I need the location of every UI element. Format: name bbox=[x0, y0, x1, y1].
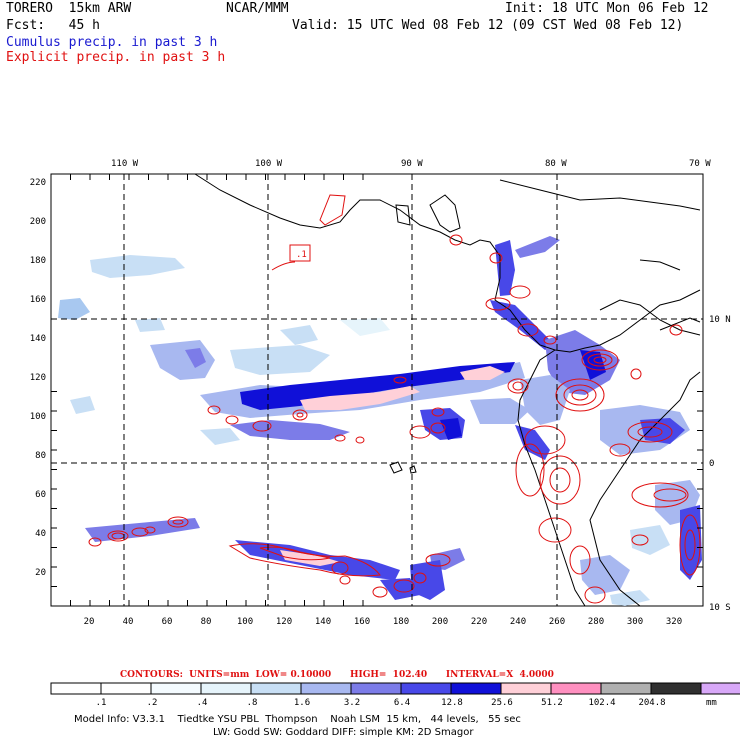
x-tick-label: 40 bbox=[123, 617, 134, 627]
valid-time: Valid: 15 UTC Wed 08 Feb 12 (09 CST Wed … bbox=[292, 18, 684, 33]
y-tick-label: 40 bbox=[35, 529, 46, 539]
y-tick-label: 60 bbox=[35, 490, 46, 500]
explicit-legend: Explicit precip. in past 3 h bbox=[6, 50, 226, 65]
longitude-labels: 110 W 100 W 90 W 80 W 70 W bbox=[111, 159, 711, 169]
legend-level: 6.4 bbox=[394, 698, 410, 708]
axis-ticks bbox=[50, 174, 703, 607]
y-tick-label: 80 bbox=[35, 451, 46, 461]
legend-swatch bbox=[50, 682, 102, 695]
contour-annotation: .1 bbox=[296, 250, 307, 260]
x-tick-label: 320 bbox=[666, 617, 682, 627]
cumulus-legend: Cumulus precip. in past 3 h bbox=[6, 35, 218, 50]
legend-swatch bbox=[450, 682, 502, 695]
legend-swatch bbox=[500, 682, 552, 695]
x-tick-label: 120 bbox=[276, 617, 292, 627]
lon-label: 90 W bbox=[401, 159, 423, 169]
y-tick-label: 120 bbox=[30, 373, 46, 383]
y-tick-label: 160 bbox=[30, 295, 46, 305]
legend-swatch bbox=[250, 682, 302, 695]
legend-level: 25.6 bbox=[491, 698, 513, 708]
legend-swatch bbox=[550, 682, 602, 695]
legend-level: 51.2 bbox=[541, 698, 563, 708]
x-tick-label: 180 bbox=[393, 617, 409, 627]
lon-label: 100 W bbox=[255, 159, 283, 169]
x-tick-label: 280 bbox=[588, 617, 604, 627]
legend-swatch bbox=[350, 682, 402, 695]
forecast-hour: Fcst: 45 h bbox=[6, 18, 100, 33]
y-tick-label: 140 bbox=[30, 334, 46, 344]
x-tick-label: 80 bbox=[201, 617, 212, 627]
model-title: TORERO 15km ARW bbox=[6, 1, 132, 16]
legend-swatch bbox=[150, 682, 202, 695]
x-tick-labels: 20 40 60 80 100 120 140 160 180 200 220 … bbox=[84, 617, 683, 627]
x-tick-label: 160 bbox=[354, 617, 370, 627]
legend-level: 102.4 bbox=[588, 698, 615, 708]
lat-label: 10 N bbox=[709, 315, 731, 325]
init-time: Init: 18 UTC Mon 06 Feb 12 bbox=[505, 1, 709, 16]
lat-label: 10 S bbox=[709, 603, 731, 613]
x-tick-label: 240 bbox=[510, 617, 526, 627]
legend-swatch bbox=[100, 682, 152, 695]
lon-label: 70 W bbox=[689, 159, 711, 169]
legend-level: .1 bbox=[96, 698, 107, 708]
legend-swatch bbox=[700, 682, 740, 695]
latitude-labels: 10 N 0 10 S bbox=[709, 315, 731, 613]
x-tick-label: 260 bbox=[549, 617, 565, 627]
legend-swatch bbox=[600, 682, 652, 695]
legend-level: 1.6 bbox=[294, 698, 310, 708]
x-tick-label: 300 bbox=[627, 617, 643, 627]
legend-level: .8 bbox=[247, 698, 258, 708]
y-tick-label: 220 bbox=[30, 178, 46, 188]
legend-swatch bbox=[300, 682, 352, 695]
legend-swatch bbox=[200, 682, 252, 695]
x-tick-label: 100 bbox=[237, 617, 253, 627]
legend-unit: mm bbox=[706, 698, 717, 708]
y-tick-label: 100 bbox=[30, 412, 46, 422]
color-legend bbox=[50, 682, 740, 695]
x-tick-label: 20 bbox=[84, 617, 95, 627]
y-tick-label: 20 bbox=[35, 568, 46, 578]
footer-model-info: Model Info: V3.3.1 Tiedtke YSU PBL Thomp… bbox=[74, 714, 521, 725]
legend-level: .2 bbox=[147, 698, 158, 708]
legend-swatch bbox=[650, 682, 702, 695]
x-tick-label: 140 bbox=[315, 617, 331, 627]
lon-label: 80 W bbox=[545, 159, 567, 169]
contour-annotation-box bbox=[289, 244, 311, 262]
x-tick-label: 220 bbox=[471, 617, 487, 627]
y-tick-label: 180 bbox=[30, 256, 46, 266]
y-tick-labels: 220 200 180 160 140 120 100 80 60 40 20 bbox=[30, 178, 46, 578]
legend-level: 204.8 bbox=[638, 698, 665, 708]
legend-level: .4 bbox=[197, 698, 208, 708]
legend-level: 3.2 bbox=[344, 698, 360, 708]
explicit-precip-contours bbox=[88, 194, 701, 604]
legend-level: 12.8 bbox=[441, 698, 463, 708]
legend-labels: .1 .2 .4 .8 1.6 3.2 6.4 12.8 25.6 51.2 1… bbox=[96, 698, 666, 708]
lat-label: 0 bbox=[709, 459, 714, 469]
x-tick-label: 60 bbox=[162, 617, 173, 627]
grid-lines bbox=[51, 174, 703, 606]
footer-physics-info: LW: Godd SW: Goddard DIFF: simple KM: 2D… bbox=[213, 727, 474, 738]
org-label: NCAR/MMM bbox=[226, 1, 289, 16]
legend-swatch bbox=[400, 682, 452, 695]
x-tick-label: 200 bbox=[432, 617, 448, 627]
y-tick-label: 200 bbox=[30, 217, 46, 227]
contour-info: CONTOURS: UNITS=mm LOW= 0.10000 HIGH= 10… bbox=[120, 670, 554, 680]
lon-label: 110 W bbox=[111, 159, 139, 169]
